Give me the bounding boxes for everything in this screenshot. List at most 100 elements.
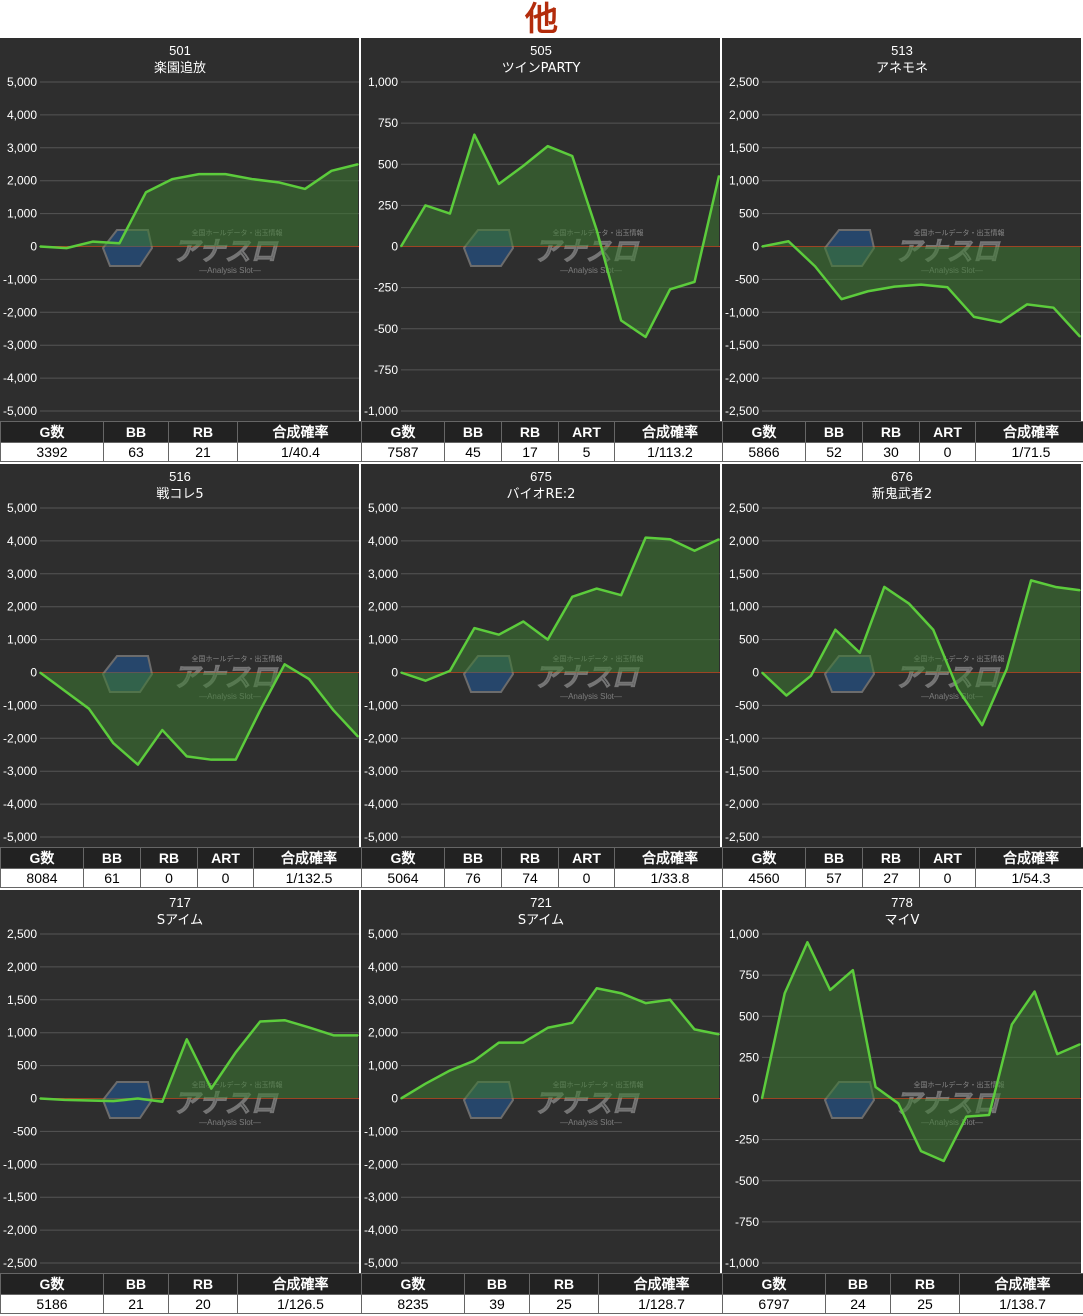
data-point <box>330 170 333 172</box>
stats-table: G数 BB RB ART 合成確率 7587 45 17 5 1/113.2 <box>361 421 726 462</box>
data-point <box>644 1002 647 1004</box>
series-area <box>401 134 719 337</box>
stats-value-cell: 0 <box>197 868 254 888</box>
y-tick-label: 3,000 <box>7 567 37 581</box>
stats-value-row: 6797 24 25 1/138.7 <box>722 1294 1083 1314</box>
y-tick-label: 0 <box>30 666 37 680</box>
machine-number: 675 <box>530 469 552 484</box>
data-point <box>88 707 90 710</box>
y-tick-label: -2,000 <box>3 1223 37 1237</box>
data-point <box>283 1019 286 1021</box>
stats-header-cell: 合成確率 <box>614 421 726 443</box>
stats-header-cell: G数 <box>722 421 806 443</box>
stats-value-cell: 1/132.5 <box>253 868 365 888</box>
y-tick-label: -1,000 <box>3 1157 37 1171</box>
y-tick-label: 0 <box>752 240 759 254</box>
data-point <box>546 638 549 641</box>
y-tick-label: -2,000 <box>364 1157 398 1171</box>
data-point <box>449 670 451 672</box>
data-point <box>718 1033 720 1036</box>
data-point <box>171 178 174 180</box>
stats-header-row: G数 BB RB ART 合成確率 <box>361 421 726 443</box>
data-point <box>1054 586 1057 588</box>
stats-header-cell: 合成確率 <box>959 1273 1083 1295</box>
stats-value-cell: 4560 <box>722 868 806 888</box>
machine-panel-717: 717 Sアイム 2,500 2,000 1,500 1,000 500 0 -500 -1,00… <box>0 890 364 1314</box>
watermark-top: 全国ホールデータ・出玉情報 <box>192 654 283 663</box>
chart-area: 675 バイオRE:2 5,000 4,000 3,000 2,000 1,000 0 -1,0… <box>361 464 720 847</box>
data-point <box>522 1041 525 1044</box>
stats-value-cell: 1/40.4 <box>237 442 364 462</box>
stats-value-cell: 0 <box>140 868 198 888</box>
y-tick-label: 2,000 <box>368 600 398 614</box>
stats-value-cell: 20 <box>168 1294 238 1314</box>
data-point <box>718 538 720 541</box>
stats-value-row: 8084 61 0 0 1/132.5 <box>0 868 365 888</box>
data-point <box>1005 668 1008 671</box>
y-tick-label: 250 <box>378 198 398 212</box>
stats-header-cell: BB <box>825 1273 891 1295</box>
data-point <box>449 1069 451 1072</box>
stats-header-cell: BB <box>444 421 502 443</box>
line-chart: 501 楽園追放 5,000 4,000 3,000 2,000 1,000 0 -1,000 -… <box>3 43 359 418</box>
watermark-top: 全国ホールデータ・出玉情報 <box>914 228 1005 237</box>
y-tick-label: -500 <box>13 1124 37 1138</box>
stats-header-row: G数 BB RB ART 合成確率 <box>722 421 1083 443</box>
data-point <box>1056 1053 1059 1055</box>
y-tick-label: -2,000 <box>364 731 398 745</box>
stats-value-cell: 25 <box>890 1294 960 1314</box>
data-point <box>1079 1043 1081 1046</box>
y-tick-label: -3,000 <box>364 1190 398 1204</box>
data-point <box>546 1026 549 1029</box>
stats-value-cell: 25 <box>529 1294 599 1314</box>
stats-header-cell: ART <box>197 847 254 869</box>
stats-value-cell: 39 <box>464 1294 530 1314</box>
stats-header-cell: BB <box>103 1273 169 1295</box>
stats-header-cell: BB <box>805 421 863 443</box>
data-point <box>718 174 720 177</box>
data-point <box>522 165 525 167</box>
y-tick-label: 5,000 <box>368 501 398 515</box>
stats-table: G数 BB RB 合成確率 8235 39 25 1/128.7 <box>361 1273 725 1314</box>
stats-value-cell: 76 <box>444 868 502 888</box>
stats-header-cell: G数 <box>361 1273 465 1295</box>
y-tick-label: -750 <box>374 363 398 377</box>
machine-name: ツインPARTY <box>502 61 581 76</box>
watermark-tagline: —Analysis Slot— <box>199 266 261 275</box>
data-point <box>283 663 286 666</box>
y-tick-label: 3,000 <box>368 567 398 581</box>
data-point <box>251 178 253 180</box>
data-point <box>867 290 869 293</box>
watermark-tagline: —Analysis Slot— <box>560 266 622 275</box>
stats-header-cell: G数 <box>0 847 84 869</box>
stats-value-cell: 30 <box>862 442 920 462</box>
data-point <box>498 1041 500 1044</box>
series-area <box>40 164 358 249</box>
stats-value-row: 4560 57 27 0 1/54.3 <box>722 868 1083 888</box>
data-point <box>883 586 886 588</box>
y-tick-label: 1,000 <box>368 75 398 89</box>
stats-value-cell: 0 <box>919 868 976 888</box>
stats-value-cell: 17 <box>501 442 559 462</box>
series-line <box>400 987 720 1100</box>
data-point <box>814 265 816 268</box>
y-tick-label: 250 <box>739 1050 759 1064</box>
data-point <box>161 1100 164 1103</box>
machine-name: 新鬼武者2 <box>872 486 932 502</box>
stats-header-row: G数 BB RB 合成確率 <box>0 421 364 443</box>
data-point <box>761 671 763 674</box>
data-point <box>473 133 476 136</box>
data-point <box>308 1026 310 1029</box>
y-tick-label: -2,500 <box>725 830 759 844</box>
stats-header-cell: 合成確率 <box>253 847 365 869</box>
stats-table: G数 BB RB 合成確率 5186 21 20 1/126.5 <box>0 1273 364 1314</box>
stats-header-cell: 合成確率 <box>237 421 364 443</box>
y-tick-label: 2,500 <box>729 501 759 515</box>
y-tick-label: 1,500 <box>7 993 37 1007</box>
machine-number: 505 <box>530 43 552 58</box>
data-point <box>234 1051 237 1054</box>
y-tick-label: 4,000 <box>7 108 37 122</box>
series-area <box>40 664 358 765</box>
stats-header-row: G数 BB RB 合成確率 <box>722 1273 1083 1295</box>
data-point <box>834 628 837 631</box>
